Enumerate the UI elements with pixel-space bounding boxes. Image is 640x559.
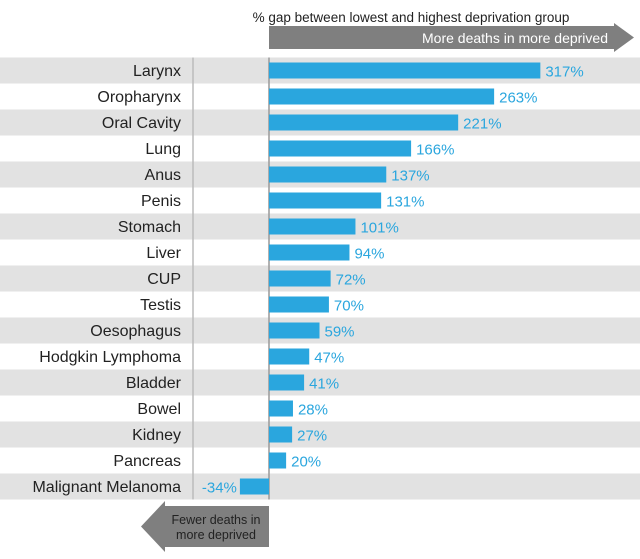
category-label: Oral Cavity xyxy=(102,115,181,132)
bar xyxy=(269,192,382,209)
row-stripe xyxy=(0,317,640,344)
value-labels: 317% 263% 221% 166% 137% 131% 101% 94% 72% 70% 59%… xyxy=(202,64,584,497)
value-label: 263% xyxy=(499,90,537,107)
bar xyxy=(269,166,387,183)
bar xyxy=(269,296,329,313)
bar xyxy=(269,218,356,235)
fewer-deprived-label-line1: Fewer deaths in xyxy=(172,513,261,527)
category-label: Bladder xyxy=(126,375,182,392)
category-label: Larynx xyxy=(133,63,181,80)
more-deprived-label: More deaths in more deprived xyxy=(422,30,608,46)
bar xyxy=(269,322,320,339)
value-label: 59% xyxy=(325,324,355,341)
bars xyxy=(239,62,541,495)
bar xyxy=(269,62,541,79)
value-label: 317% xyxy=(545,64,583,81)
bar xyxy=(269,270,331,287)
fewer-deprived-label-line2: more deprived xyxy=(176,528,256,542)
bar xyxy=(269,374,305,391)
value-label: -34% xyxy=(202,480,237,497)
bar xyxy=(269,244,350,261)
category-label: Pancreas xyxy=(113,453,181,470)
row-stripe xyxy=(0,421,640,448)
category-label: Penis xyxy=(141,193,181,210)
category-label: Anus xyxy=(145,167,181,184)
category-labels: Larynx Oropharynx Oral Cavity Lung Anus Penis… xyxy=(32,63,181,496)
chart-title: % gap between lowest and highest depriva… xyxy=(253,10,570,25)
category-label: Kidney xyxy=(132,427,181,444)
category-label: Lung xyxy=(145,141,181,158)
value-label: 41% xyxy=(309,376,339,393)
category-label: CUP xyxy=(147,271,181,288)
value-label: 137% xyxy=(391,168,429,185)
bar xyxy=(269,114,459,131)
value-label: 47% xyxy=(314,350,344,367)
value-label: 221% xyxy=(463,116,501,133)
value-label: 166% xyxy=(416,142,454,159)
value-label: 70% xyxy=(334,298,364,315)
bar xyxy=(269,400,293,417)
right-arrow-icon xyxy=(269,23,634,52)
bar xyxy=(269,452,287,469)
category-label: Hodgkin Lymphoma xyxy=(39,349,181,366)
category-label: Stomach xyxy=(118,219,181,236)
value-label: 131% xyxy=(386,194,424,211)
category-label: Bowel xyxy=(137,401,181,418)
more-deprived-arrow: More deaths in more deprived xyxy=(269,23,634,52)
category-label: Oropharynx xyxy=(97,89,181,106)
value-label: 94% xyxy=(354,246,384,263)
category-label: Liver xyxy=(146,245,181,262)
fewer-deprived-arrow: Fewer deaths in more deprived xyxy=(141,501,269,552)
bar xyxy=(269,88,495,105)
value-label: 28% xyxy=(298,402,328,419)
bar xyxy=(269,348,310,365)
value-label: 101% xyxy=(360,220,398,237)
value-label: 20% xyxy=(291,454,321,471)
category-label: Malignant Melanoma xyxy=(32,479,181,496)
category-label: Testis xyxy=(140,297,181,314)
row-stripe xyxy=(0,369,640,396)
left-arrow-icon xyxy=(141,501,269,552)
bar xyxy=(269,140,412,157)
bar xyxy=(269,426,293,443)
row-stripe xyxy=(0,473,640,500)
value-label: 27% xyxy=(297,428,327,445)
value-label: 72% xyxy=(336,272,366,289)
category-label: Oesophagus xyxy=(90,323,181,340)
bar xyxy=(239,478,269,495)
